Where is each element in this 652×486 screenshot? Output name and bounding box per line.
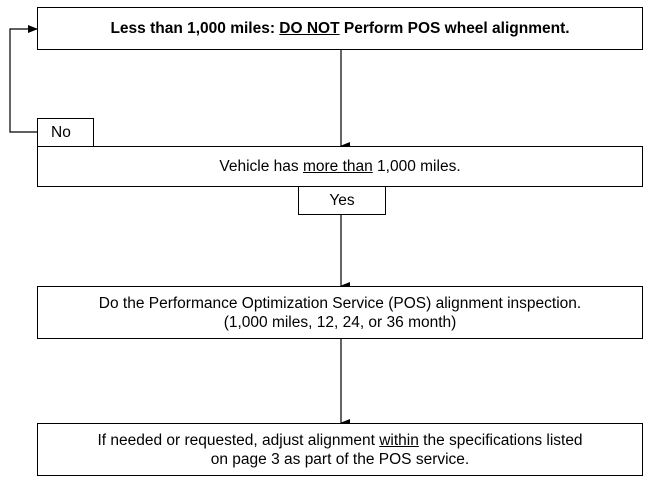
top-box-emphasis: DO NOT [279, 20, 340, 37]
box-adjust-alignment: If needed or requested, adjust alignment… [37, 423, 643, 476]
vehicle-box-text: Vehicle has more than 1,000 miles. [219, 157, 460, 176]
box-less-than-1000-miles: Less than 1,000 miles: DO NOT Perform PO… [37, 7, 643, 50]
no-branch-label: No [37, 118, 94, 146]
top-box-text: Less than 1,000 miles: DO NOT Perform PO… [110, 19, 569, 38]
vehicle-box-suffix: 1,000 miles. [372, 158, 461, 175]
adjust-box-line1-prefix: If needed or requested, adjust alignment [97, 431, 380, 449]
adjust-box-line2: on page 3 as part of the POS service. [210, 450, 470, 468]
adjust-box-line1-emphasis: within [379, 431, 419, 449]
pos-box-line2: (1,000 miles, 12, 24, or 36 month) [223, 313, 457, 331]
vehicle-box-prefix: Vehicle has [219, 158, 303, 175]
yes-branch-label: Yes [298, 187, 386, 215]
box-vehicle-mileage-check: Vehicle has more than 1,000 miles. [37, 146, 643, 187]
adjust-box-line1: If needed or requested, adjust alignment… [97, 431, 582, 450]
arrow-no-loop [9, 25, 38, 133]
top-box-suffix: Perform POS wheel alignment. [339, 20, 570, 37]
box-pos-inspection: Do the Performance Optimization Service … [37, 286, 643, 339]
pos-box-line1: Do the Performance Optimization Service … [98, 294, 582, 312]
adjust-box-line1-suffix: the specifications listed [418, 431, 583, 449]
no-label-text: No [51, 124, 71, 141]
yes-label-text: Yes [329, 192, 355, 209]
vehicle-box-emphasis: more than [302, 158, 373, 175]
top-box-prefix: Less than 1,000 miles: [110, 20, 280, 37]
